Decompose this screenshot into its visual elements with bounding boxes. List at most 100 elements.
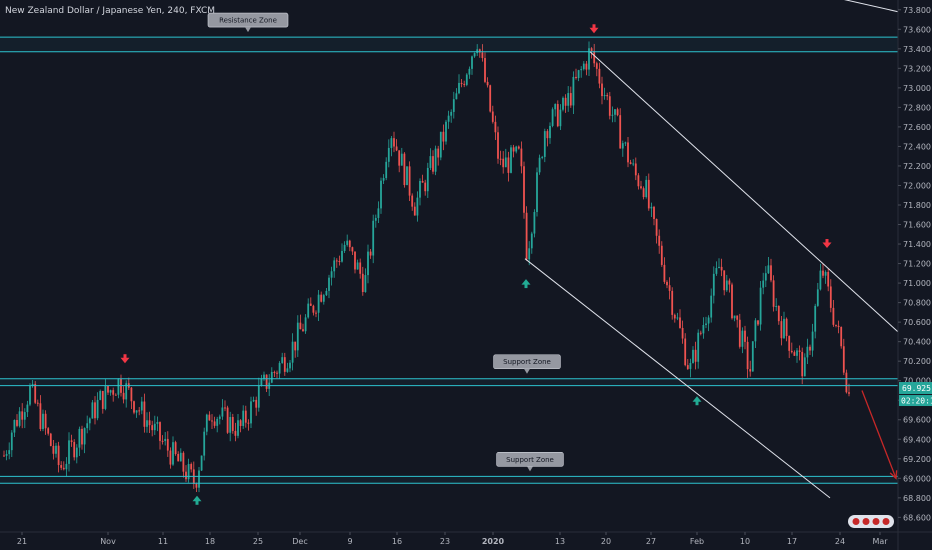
candle-body	[718, 266, 720, 269]
candle-body	[640, 186, 642, 189]
candle-body	[819, 270, 822, 290]
candle-body	[593, 50, 596, 64]
y-tick-label: 70.400	[903, 338, 931, 347]
candle-body	[822, 270, 824, 276]
candles-layer	[3, 41, 850, 493]
candle-body	[156, 422, 159, 424]
x-tick-label: Nov	[100, 537, 116, 546]
candle-body	[554, 104, 557, 110]
y-tick-label: 73.800	[903, 6, 931, 15]
candle-body	[541, 156, 544, 158]
candle-body	[109, 390, 112, 393]
arrow-head	[822, 242, 832, 249]
countdown-tag	[899, 395, 932, 407]
channel-upper-line	[589, 51, 899, 333]
candle-body	[746, 341, 749, 370]
candle-body	[634, 163, 637, 176]
candle-body	[658, 235, 661, 246]
candle-body	[520, 148, 523, 167]
y-tick-label: 68.800	[903, 494, 931, 503]
candle-body	[325, 290, 328, 296]
candle-body	[473, 53, 476, 57]
candle-body	[733, 315, 736, 319]
candle-body	[18, 411, 21, 426]
tradingview-logo[interactable]	[848, 515, 894, 528]
last-price-label: 69.925	[902, 384, 931, 393]
candle-body	[60, 465, 63, 468]
candle-body	[720, 266, 723, 271]
y-tick-label: 73.000	[903, 84, 931, 93]
candle-body	[354, 251, 356, 270]
candle-body	[138, 410, 141, 412]
candle-body	[174, 442, 177, 455]
candle-body	[177, 454, 180, 462]
candle-body	[380, 180, 382, 209]
candle-body	[575, 76, 577, 79]
logo-icon	[872, 518, 880, 525]
candle-body	[224, 407, 226, 409]
candle-body	[88, 418, 91, 424]
candle-body	[52, 445, 55, 454]
candle-body	[538, 157, 541, 173]
candle-body	[39, 403, 42, 430]
candle-body	[237, 420, 239, 436]
candle-body	[398, 150, 401, 166]
candle-body	[218, 416, 221, 419]
arrow-shaft	[123, 354, 127, 359]
x-axis[interactable]: 21 Nov 11 18 25 Dec 9 16 23 2020 13 20 27 Feb 10 17 24 Ma…	[0, 531, 932, 546]
candle-body	[780, 321, 783, 339]
candle-body	[476, 49, 479, 54]
candle-body	[507, 157, 510, 173]
candle-body	[559, 109, 562, 127]
candle-body	[814, 305, 817, 332]
candle-body	[31, 383, 34, 386]
candle-body	[512, 147, 515, 152]
candle-body	[580, 69, 583, 71]
candle-body	[595, 63, 598, 69]
candle-body	[489, 85, 492, 112]
candle-body	[356, 262, 359, 270]
candle-body	[309, 303, 312, 306]
candle-body	[525, 212, 528, 260]
arrow-down-icon	[822, 239, 832, 249]
candle-body	[247, 422, 250, 424]
candle-body	[624, 142, 627, 144]
candle-body	[770, 265, 772, 281]
candle-body	[837, 325, 840, 327]
candle-body	[452, 99, 455, 112]
candle-body	[653, 206, 655, 220]
candle-body	[62, 467, 65, 470]
candle-body	[263, 374, 265, 379]
candle-body	[645, 179, 648, 198]
candle-body	[627, 142, 629, 163]
arrow-down-icon	[589, 24, 599, 34]
arrow-shaft	[592, 24, 596, 29]
candle-body	[112, 390, 115, 395]
candle-body	[845, 372, 848, 393]
arrow-head	[192, 495, 202, 502]
candle-body	[806, 346, 809, 358]
candle-body	[725, 280, 728, 291]
candle-body	[114, 394, 117, 396]
candle-body	[614, 109, 616, 115]
candle-body	[205, 414, 208, 432]
y-tick-label: 70.200	[903, 357, 931, 366]
candle-body	[406, 166, 408, 186]
candle-body	[250, 401, 252, 424]
candle-body	[75, 447, 78, 458]
x-tick-label: 23	[440, 537, 450, 546]
candle-body	[151, 425, 154, 431]
candle-body	[265, 374, 268, 389]
candle-body	[515, 146, 518, 152]
candle-body	[738, 319, 741, 347]
candle-body	[278, 363, 281, 374]
candle-body	[546, 131, 549, 139]
candle-body	[335, 260, 338, 262]
trend-line	[843, 0, 899, 13]
candle-body	[395, 146, 398, 151]
candle-body	[361, 273, 364, 292]
candle-body	[13, 419, 16, 433]
candle-body	[255, 399, 258, 408]
zone-band	[0, 378, 898, 386]
